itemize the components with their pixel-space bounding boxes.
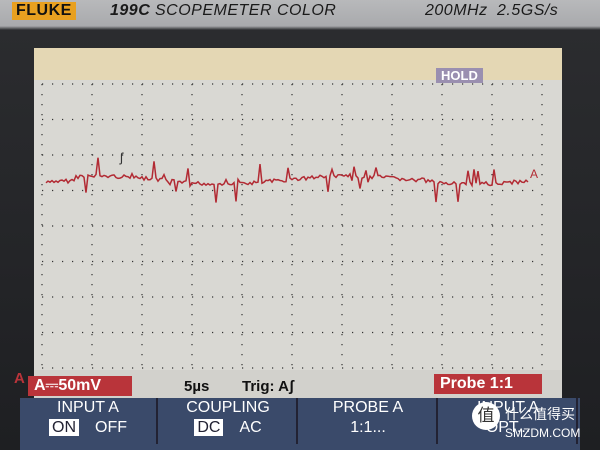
softkey-label: INPUT A [57, 399, 119, 416]
graticule: ʃ A [41, 83, 543, 369]
softkey-option: AC [239, 419, 262, 436]
softkey-option: DC [194, 419, 224, 436]
softkey-option: ON [49, 419, 79, 436]
softkey-options: 1:1... [300, 418, 436, 438]
bandwidth: 200MHz [425, 2, 488, 19]
sample-rate: 2.5GS/s [497, 2, 559, 19]
brand: FLUKE [12, 2, 76, 20]
softkey-label: PROBE A [332, 399, 404, 416]
trigger: Trig: Aʃ [242, 378, 294, 395]
trigger-mark: ʃ [119, 150, 124, 165]
probe: Probe 1:1 [434, 374, 542, 394]
hold-indicator: HOLD [436, 68, 483, 83]
softkey: INPUT A ON OFF [20, 398, 158, 444]
timebase: 5µs [184, 378, 210, 395]
watermark-url: SMZDM.COM [505, 426, 581, 440]
channel-label: A [14, 370, 25, 387]
softkey: COUPLING DC AC [160, 398, 298, 444]
softkey-options: ON OFF [20, 418, 156, 438]
watermark-icon: 值 [472, 402, 500, 430]
watermark-text: 什么值得买 [505, 406, 575, 422]
display: HOLD ʃ A A A⎓50mV 5µs Trig: Aʃ Probe 1:1 [14, 48, 562, 404]
range: A⎓50mV [28, 376, 132, 396]
product: SCOPEMETER COLOR [155, 2, 337, 19]
softkey-option: 1:1... [350, 419, 386, 436]
softkey-options: DC AC [160, 418, 296, 438]
softkey-label: COUPLING [186, 399, 270, 416]
softkey: PROBE A 1:1... [300, 398, 438, 444]
trace [45, 157, 529, 203]
trace-label: A [530, 167, 538, 181]
model: 199C [110, 2, 151, 19]
softkey-option: OFF [95, 419, 127, 436]
